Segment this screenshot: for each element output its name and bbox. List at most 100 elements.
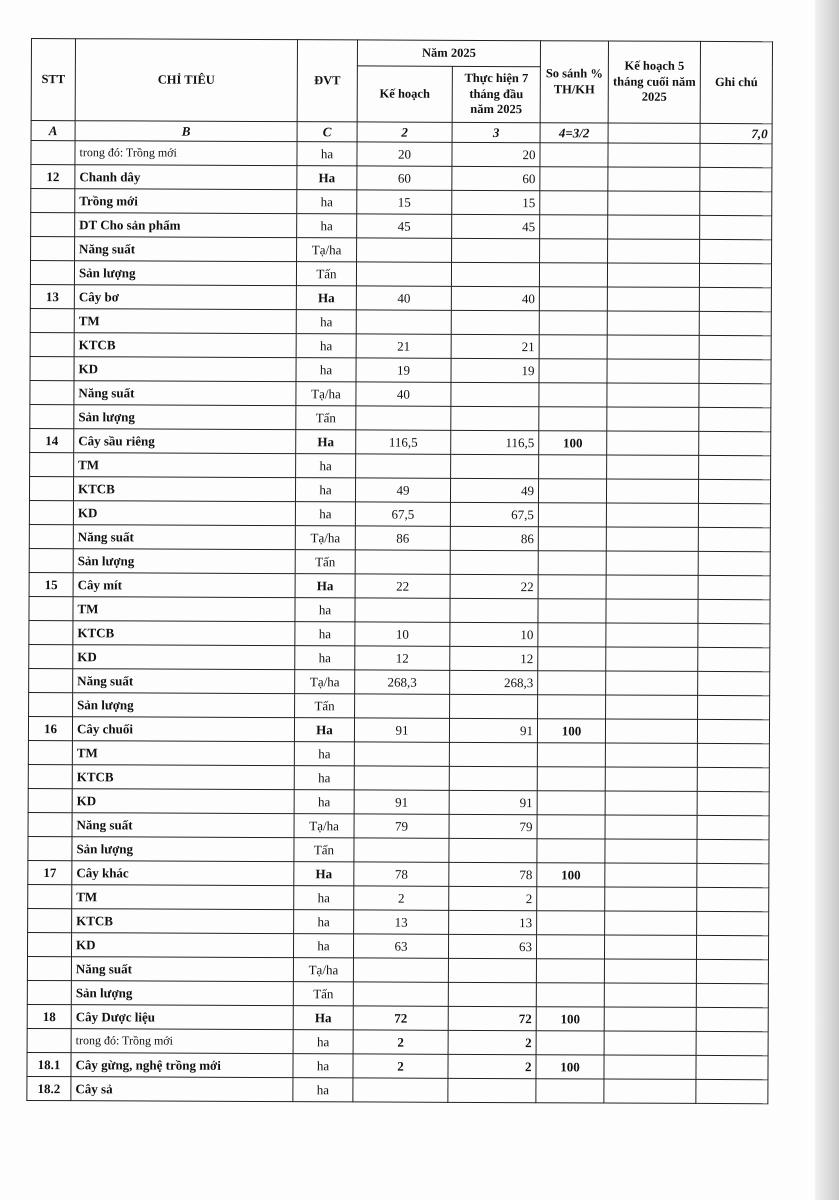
- row-ghi-chu: [696, 983, 769, 1008]
- row-kh5: [605, 623, 698, 648]
- row-dvt: Tấn: [294, 693, 355, 718]
- row-kh5: [606, 455, 699, 480]
- row-kh5: [607, 263, 700, 288]
- table-row: Sản lượng Tấn: [28, 692, 770, 720]
- row-so-sanh: [537, 790, 606, 816]
- row-so-sanh: [538, 526, 607, 552]
- row-so-sanh: [536, 886, 605, 912]
- row-stt: 18: [27, 1004, 72, 1029]
- header-chi-tieu: CHỈ TIÊU: [75, 38, 298, 122]
- row-ke-hoach: 91: [354, 789, 450, 815]
- row-chi-tieu: Sản lượng: [73, 404, 296, 430]
- row-chi-tieu: Sản lượng: [71, 980, 294, 1006]
- table-row: KD ha 67,5 67,5: [29, 500, 771, 528]
- row-so-sanh: [537, 646, 606, 672]
- row-chi-tieu: Sản lượng: [71, 836, 295, 862]
- row-dvt: Tấn: [295, 549, 356, 574]
- row-dvt: Tạ/ha: [296, 237, 357, 262]
- row-kh5: [604, 887, 697, 912]
- row-kh5: [605, 695, 698, 720]
- row-so-sanh: [539, 238, 608, 264]
- header-dvt: ĐVT: [297, 39, 358, 122]
- row-so-sanh: [535, 1078, 604, 1104]
- row-thuc-hien: [449, 598, 539, 623]
- row-dvt: Ha: [294, 717, 355, 742]
- row-ke-hoach: 19: [356, 357, 452, 383]
- row-ghi-chu: [699, 359, 772, 384]
- table-row: Năng suất Tạ/ha 79 79: [28, 812, 770, 840]
- row-ghi-chu: [695, 1079, 768, 1104]
- table-row: 18.2 Cây sả ha: [26, 1076, 768, 1104]
- row-thuc-hien: 63: [448, 934, 537, 959]
- row-thuc-hien: [447, 1078, 536, 1103]
- row-chi-tieu: Cây sả: [70, 1076, 293, 1102]
- table-row: Sản lượng Tấn: [27, 836, 770, 864]
- row-ghi-chu: [697, 743, 770, 768]
- row-thuc-hien: 86: [450, 526, 539, 551]
- row-ghi-chu: [699, 215, 772, 240]
- row-dvt: Ha: [293, 861, 354, 886]
- row-stt: [28, 788, 73, 813]
- index-cell: A: [31, 120, 76, 141]
- row-chi-tieu: KTCB: [72, 764, 295, 790]
- row-ghi-chu: [697, 719, 770, 744]
- row-so-sanh: [539, 262, 608, 288]
- row-ke-hoach: 12: [354, 645, 450, 671]
- row-kh5: [604, 1007, 697, 1032]
- row-ghi-chu: [696, 1031, 769, 1056]
- row-chi-tieu: KTCB: [73, 476, 296, 502]
- table-row: 18.1 Cây gừng, nghệ trồng mới ha 2 2 100: [26, 1052, 769, 1080]
- header-ke-hoach: Kế hoạch: [357, 65, 453, 123]
- row-stt: 18.2: [26, 1076, 71, 1101]
- row-chi-tieu: Sản lượng: [74, 260, 297, 286]
- row-stt: [28, 812, 73, 837]
- row-stt: 12: [30, 164, 75, 189]
- row-stt: [27, 932, 72, 957]
- row-thuc-hien: [450, 406, 539, 431]
- table-row: KD ha 12 12: [28, 644, 770, 672]
- row-ghi-chu: [697, 815, 770, 840]
- row-ghi-chu: [696, 887, 769, 912]
- row-thuc-hien: [448, 838, 538, 863]
- row-stt: [27, 836, 73, 861]
- table-row: TM ha: [29, 452, 771, 480]
- header-stt: STT: [31, 38, 76, 121]
- row-ghi-chu: [696, 1007, 769, 1032]
- row-stt: [27, 956, 72, 981]
- row-thuc-hien: [450, 382, 540, 407]
- row-chi-tieu: Chanh dây: [74, 164, 297, 190]
- row-kh5: [604, 983, 697, 1008]
- row-thuc-hien: 45: [451, 214, 540, 239]
- row-thuc-hien: [448, 982, 537, 1007]
- row-dvt: Tạ/ha: [295, 525, 356, 550]
- row-stt: [27, 1028, 72, 1053]
- row-chi-tieu: Cây bơ: [74, 284, 297, 310]
- row-stt: [30, 308, 75, 333]
- row-kh5: [607, 335, 700, 360]
- table-row: trong đó: Trồng mới ha 2 2: [27, 1028, 769, 1056]
- row-so-sanh: 100: [538, 430, 607, 456]
- row-ke-hoach: 63: [353, 933, 449, 959]
- row-ghi-chu: [699, 287, 772, 312]
- row-thuc-hien: 2: [448, 1030, 537, 1055]
- row-so-sanh: [539, 190, 608, 216]
- row-so-sanh: [537, 742, 606, 768]
- row-ghi-chu: [696, 911, 769, 936]
- row-chi-tieu: TM: [72, 596, 296, 622]
- row-thuc-hien: 2: [447, 1054, 537, 1079]
- row-dvt: ha: [293, 885, 354, 910]
- row-kh5: [607, 359, 700, 384]
- row-dvt: Ha: [296, 285, 357, 310]
- row-ke-hoach: 13: [353, 909, 449, 935]
- row-stt: [27, 980, 72, 1005]
- table-row: Năng suất Tạ/ha 86 86: [29, 524, 771, 552]
- row-chi-tieu: DT Cho sản phẩm: [74, 212, 297, 238]
- row-thuc-hien: 72: [448, 1006, 537, 1031]
- row-stt: [28, 764, 73, 789]
- row-thuc-hien: 40: [451, 286, 540, 311]
- table-row: KD ha 91 91: [28, 788, 770, 816]
- row-so-sanh: [537, 694, 606, 720]
- scan-edge-shadow: [815, 0, 839, 1200]
- row-dvt: ha: [295, 453, 356, 478]
- row-ke-hoach: [352, 1077, 448, 1103]
